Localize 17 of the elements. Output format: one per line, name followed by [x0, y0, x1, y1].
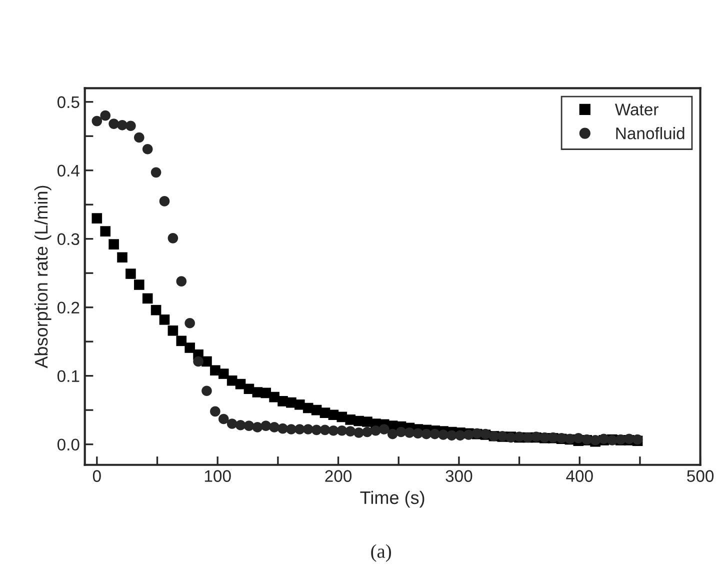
legend-label: Nanofluid — [616, 127, 684, 140]
x-tick-label: 200 — [325, 470, 352, 482]
text: (a) — [371, 544, 392, 562]
y-tick-label: 0.4 — [57, 164, 80, 177]
y-tick-label: 0.3 — [57, 233, 80, 246]
y-tick-label: 0.0 — [57, 438, 80, 451]
x-tick-label: 300 — [446, 470, 472, 482]
x-tick-label: 500 — [687, 470, 714, 482]
y-tick-label: 0.1 — [57, 370, 80, 382]
x-tick-label: 100 — [204, 470, 231, 482]
y-tick-label: 0.2 — [57, 302, 80, 314]
x-tick-label: 0 — [92, 470, 101, 482]
x-axis-title: Time (s) — [360, 490, 424, 508]
legend-label: Water — [614, 104, 658, 116]
y-axis-title: Absorption rate (L/min) — [34, 186, 52, 368]
x-tick-label: 400 — [566, 470, 593, 482]
y-tick-label: 0.5 — [57, 96, 80, 108]
